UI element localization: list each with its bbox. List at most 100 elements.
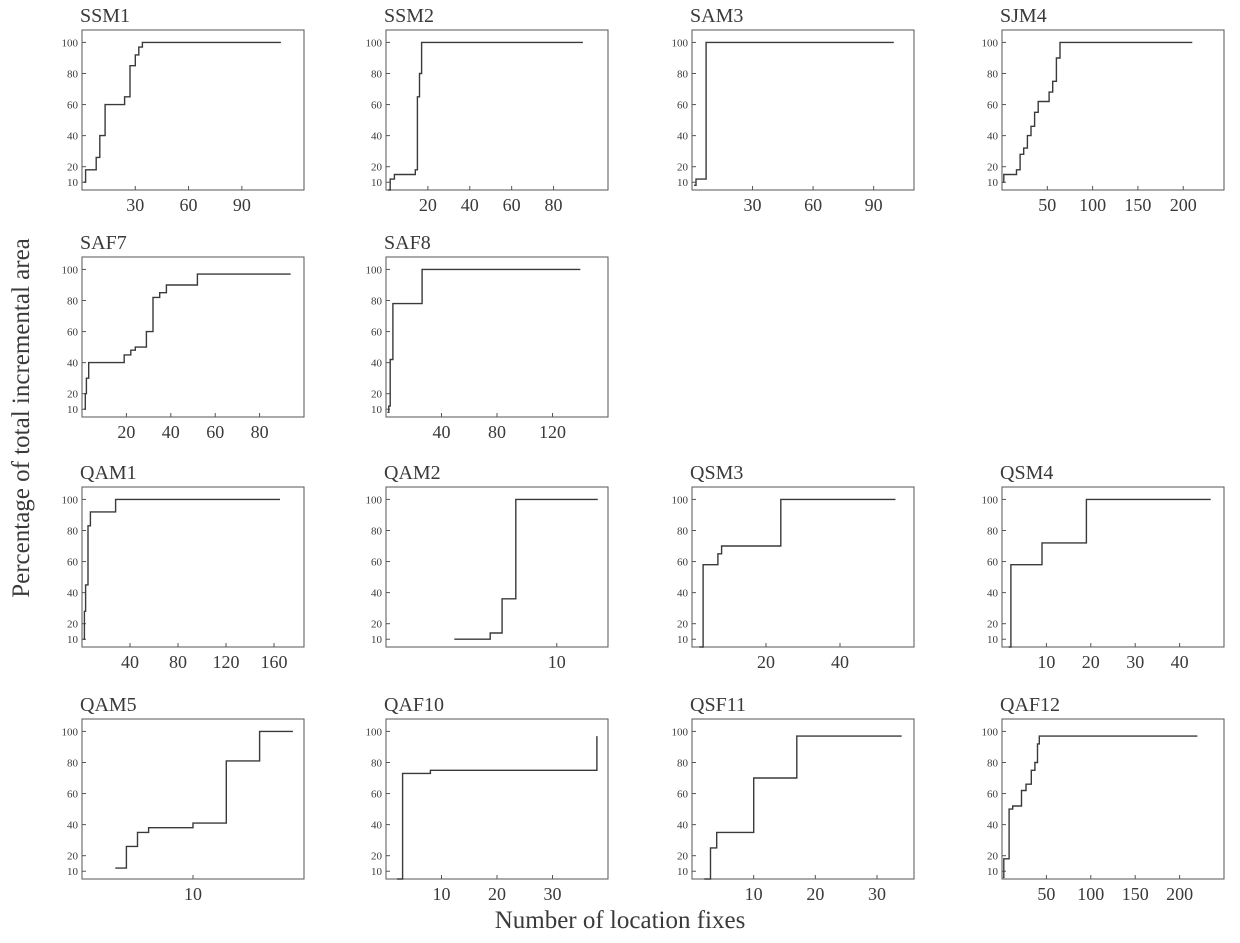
x-tick-label: 30 (744, 195, 762, 215)
y-tick-label: 20 (677, 162, 689, 174)
series-line (83, 41, 281, 183)
panel-ssm2: SSM2 10 20 40 60 80 100 20 40 60 80 (366, 5, 609, 215)
y-tick-label: 10 (67, 866, 79, 878)
y-tick-label: 20 (677, 851, 689, 863)
x-tick-label: 80 (545, 195, 563, 215)
x-tick-label: 80 (488, 422, 506, 442)
x-tick-label: 60 (503, 195, 521, 215)
y-tick-label: 20 (371, 162, 383, 174)
x-tick-label: 40 (1171, 652, 1189, 672)
y-tick-label: 80 (987, 68, 999, 80)
plot-frame (691, 29, 915, 191)
series-line (1002, 735, 1198, 879)
y-tick-label: 60 (987, 557, 999, 569)
series-line (84, 273, 291, 410)
y-tick-label: 10 (677, 177, 689, 189)
panel-title: QSF11 (690, 694, 746, 716)
panel-ssm1: SSM1 10 20 40 60 80 100 30 60 90 (62, 5, 305, 215)
y-tick-label: 100 (982, 494, 999, 506)
panel-title: QAF12 (1000, 694, 1060, 716)
y-tick-label: 100 (672, 494, 689, 506)
y-tick-label: 10 (987, 634, 999, 646)
y-tick-label: 60 (67, 557, 79, 569)
panel-saf8: SAF8 10 20 40 60 80 100 40 80 120 (366, 232, 609, 442)
y-tick-label: 100 (982, 726, 999, 738)
y-tick-label: 60 (67, 327, 79, 339)
x-tick-label: 80 (169, 652, 187, 672)
y-tick-label: 10 (987, 866, 999, 878)
series-line (388, 41, 583, 191)
y-tick-label: 100 (366, 494, 383, 506)
y-tick-label: 100 (62, 264, 79, 276)
y-tick-label: 60 (371, 100, 383, 112)
y-tick-label: 20 (67, 162, 79, 174)
y-tick-label: 10 (67, 634, 79, 646)
y-tick-label: 100 (366, 37, 383, 49)
y-tick-label: 80 (987, 757, 999, 769)
x-tick-label: 150 (1124, 195, 1151, 215)
plot-frame (81, 486, 305, 648)
x-tick-label: 100 (1079, 195, 1106, 215)
x-tick-label: 60 (206, 422, 224, 442)
series-line (115, 730, 293, 869)
plot-frame (1001, 718, 1225, 880)
y-tick-label: 40 (67, 358, 79, 370)
y-tick-label: 40 (371, 820, 383, 832)
plot-frame (81, 718, 305, 880)
panel-sjm4: SJM4 10 20 40 60 80 100 50 100 150 200 (982, 5, 1225, 215)
y-tick-label: 80 (371, 525, 383, 537)
x-tick-label: 20 (419, 195, 437, 215)
y-tick-label: 60 (677, 789, 689, 801)
y-tick-label: 80 (67, 757, 79, 769)
panel-sam3: SAM3 10 20 40 60 80 100 30 60 90 (672, 5, 915, 215)
panel-title: SAF7 (80, 232, 127, 254)
x-tick-label: 200 (1170, 195, 1197, 215)
series-line (694, 41, 894, 186)
y-tick-label: 100 (672, 726, 689, 738)
x-tick-label: 10 (433, 884, 451, 904)
x-tick-label: 10 (1037, 652, 1055, 672)
series-line (1008, 498, 1211, 648)
plot-frame (81, 29, 305, 191)
y-tick-label: 60 (371, 557, 383, 569)
y-tick-label: 40 (67, 131, 79, 143)
y-tick-label: 20 (987, 162, 999, 174)
y-tick-label: 60 (677, 100, 689, 112)
panel-title: QSM3 (690, 462, 743, 484)
x-tick-label: 120 (213, 652, 240, 672)
y-tick-label: 100 (366, 264, 383, 276)
x-tick-label: 20 (488, 884, 506, 904)
x-tick-label: 10 (184, 884, 202, 904)
x-tick-label: 160 (261, 652, 288, 672)
plot-frame (385, 718, 609, 880)
panel-title: SSM2 (384, 5, 434, 27)
panel-qsf11: QSF11 10 20 40 60 80 100 10 20 30 (672, 694, 915, 904)
panel-title: SAF8 (384, 232, 431, 254)
panel-saf7: SAF7 10 20 40 60 80 100 20 40 60 80 (62, 232, 305, 442)
panel-title: QAF10 (384, 694, 444, 716)
x-tick-label: 20 (806, 884, 824, 904)
y-tick-label: 20 (371, 619, 383, 631)
panel-title: QAM1 (80, 462, 137, 484)
x-tick-label: 200 (1166, 884, 1193, 904)
y-tick-label: 80 (67, 525, 79, 537)
y-tick-label: 40 (371, 358, 383, 370)
y-tick-label: 60 (987, 789, 999, 801)
x-tick-label: 120 (539, 422, 566, 442)
x-tick-label: 50 (1037, 884, 1055, 904)
x-tick-label: 60 (180, 195, 198, 215)
y-tick-label: 80 (371, 757, 383, 769)
plot-frame (385, 486, 609, 648)
y-tick-label: 60 (371, 327, 383, 339)
x-tick-label: 90 (865, 195, 883, 215)
y-tick-label: 100 (62, 726, 79, 738)
x-tick-label: 40 (162, 422, 180, 442)
panel-title: SSM1 (80, 5, 130, 27)
series-line (83, 498, 280, 640)
y-tick-label: 60 (371, 789, 383, 801)
plot-frame (81, 256, 305, 418)
series-line (699, 498, 896, 648)
x-tick-label: 10 (548, 652, 566, 672)
y-tick-label: 10 (371, 634, 383, 646)
